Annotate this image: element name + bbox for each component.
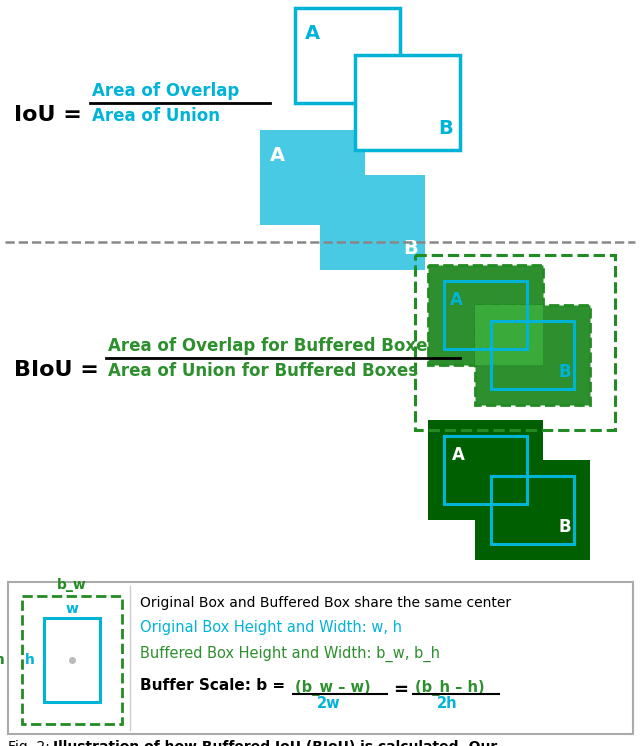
Bar: [475, 305, 590, 405]
Text: 2w: 2w: [317, 696, 340, 711]
Bar: [491, 476, 574, 544]
Text: Area of Union for Buffered Boxes: Area of Union for Buffered Boxes: [108, 362, 418, 380]
Text: (b_w – w): (b_w – w): [295, 680, 371, 696]
Text: (b_h – h): (b_h – h): [415, 680, 484, 696]
Text: Area of Union: Area of Union: [92, 107, 220, 125]
Text: Original Box Height and Width: w, h: Original Box Height and Width: w, h: [140, 620, 402, 635]
Bar: [444, 281, 527, 349]
Text: B: B: [558, 363, 571, 381]
Text: 2h: 2h: [437, 696, 458, 711]
Bar: [491, 321, 574, 389]
Text: Original Box and Buffered Box share the same center: Original Box and Buffered Box share the …: [140, 596, 511, 610]
Text: b_h: b_h: [0, 653, 6, 667]
Bar: [428, 265, 543, 365]
Text: A: A: [452, 446, 465, 464]
Text: Area of Overlap: Area of Overlap: [92, 82, 239, 100]
Text: A: A: [305, 24, 320, 43]
Text: Area of Overlap for Buffered Boxes: Area of Overlap for Buffered Boxes: [108, 337, 437, 355]
Bar: [8, 582, 633, 734]
Bar: [444, 436, 527, 504]
Text: w: w: [65, 602, 79, 616]
Text: BIoU =: BIoU =: [14, 360, 99, 380]
Text: Illustration of how Buffered IoU (BIoU) is calculated. Our: Illustration of how Buffered IoU (BIoU) …: [53, 740, 497, 746]
Text: =: =: [393, 681, 408, 699]
Text: Buffer Scale: b =: Buffer Scale: b =: [140, 678, 291, 693]
Bar: [22, 596, 122, 724]
Text: b_w: b_w: [57, 578, 87, 592]
Text: B: B: [438, 119, 452, 138]
Text: B: B: [403, 239, 418, 258]
Bar: [44, 618, 100, 702]
Text: A: A: [450, 291, 463, 309]
Text: h: h: [25, 653, 35, 667]
Text: A: A: [270, 146, 285, 165]
Polygon shape: [260, 130, 425, 270]
Bar: [415, 255, 615, 430]
Bar: [355, 55, 460, 150]
Bar: [355, 55, 400, 103]
Text: Fig. 2:: Fig. 2:: [8, 740, 54, 746]
Text: B: B: [558, 518, 571, 536]
Bar: [475, 305, 543, 365]
Polygon shape: [428, 420, 590, 560]
Text: IoU =: IoU =: [14, 105, 82, 125]
Text: Buffered Box Height and Width: b_w, b_h: Buffered Box Height and Width: b_w, b_h: [140, 646, 440, 662]
Bar: [295, 8, 400, 103]
